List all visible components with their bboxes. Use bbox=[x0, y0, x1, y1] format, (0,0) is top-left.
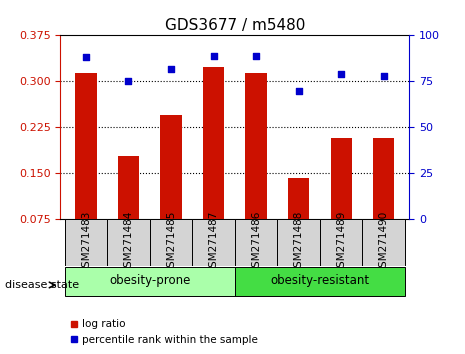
Point bbox=[338, 71, 345, 77]
Text: GSM271486: GSM271486 bbox=[251, 211, 261, 274]
FancyBboxPatch shape bbox=[320, 219, 362, 266]
Text: GSM271483: GSM271483 bbox=[81, 211, 91, 274]
Bar bbox=[75, 73, 97, 266]
Text: obesity-resistant: obesity-resistant bbox=[270, 274, 370, 287]
Bar bbox=[288, 178, 309, 266]
Bar bbox=[118, 156, 139, 266]
Legend: log ratio, percentile rank within the sample: log ratio, percentile rank within the sa… bbox=[66, 315, 262, 349]
Text: GSM271489: GSM271489 bbox=[336, 211, 346, 274]
FancyBboxPatch shape bbox=[193, 219, 235, 266]
FancyBboxPatch shape bbox=[235, 267, 405, 296]
Point bbox=[125, 79, 132, 84]
Text: disease state: disease state bbox=[5, 280, 79, 290]
FancyBboxPatch shape bbox=[362, 219, 405, 266]
FancyBboxPatch shape bbox=[150, 219, 193, 266]
Point bbox=[167, 66, 175, 72]
Point bbox=[82, 55, 90, 60]
Text: GSM271487: GSM271487 bbox=[209, 211, 219, 274]
Text: GSM271488: GSM271488 bbox=[293, 211, 304, 274]
Title: GDS3677 / m5480: GDS3677 / m5480 bbox=[165, 18, 305, 33]
Text: obesity-prone: obesity-prone bbox=[109, 274, 191, 287]
Bar bbox=[246, 73, 267, 266]
Point bbox=[252, 53, 260, 58]
Bar bbox=[331, 138, 352, 266]
FancyBboxPatch shape bbox=[277, 219, 320, 266]
FancyBboxPatch shape bbox=[65, 219, 107, 266]
Bar bbox=[160, 115, 182, 266]
Text: GSM271484: GSM271484 bbox=[124, 211, 133, 274]
Point bbox=[295, 88, 302, 93]
FancyBboxPatch shape bbox=[235, 219, 277, 266]
Text: GSM271485: GSM271485 bbox=[166, 211, 176, 274]
FancyBboxPatch shape bbox=[65, 267, 235, 296]
Point bbox=[210, 53, 217, 58]
FancyBboxPatch shape bbox=[107, 219, 150, 266]
Text: GSM271490: GSM271490 bbox=[379, 211, 389, 274]
Bar bbox=[203, 67, 224, 266]
Point bbox=[380, 73, 387, 79]
Bar bbox=[373, 138, 394, 266]
